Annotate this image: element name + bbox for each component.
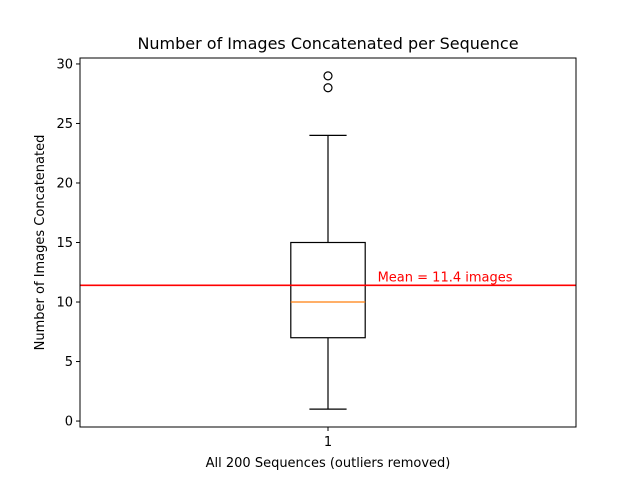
- y-tick-label: 25: [56, 117, 73, 132]
- mean-annotation: Mean = 11.4 images: [378, 270, 513, 285]
- y-tick-label: 20: [56, 176, 73, 191]
- y-tick-label: 5: [65, 355, 73, 370]
- y-tick-label: 30: [56, 57, 73, 72]
- x-tick-label: 1: [324, 435, 332, 450]
- outlier-point: [323, 71, 333, 81]
- x-axis-title: All 200 Sequences (outliers removed): [206, 456, 451, 471]
- interquartile-box: [290, 241, 366, 339]
- axis-ticks: 0 5 10 15 20 25 30 1: [56, 57, 332, 450]
- y-tick-label: 10: [56, 296, 73, 311]
- chart-title: Number of Images Concatenated per Sequen…: [137, 34, 518, 53]
- plot-area: Mean = 11.4 images: [80, 71, 576, 410]
- y-axis-title: Number of Images Concatenated: [33, 135, 48, 351]
- y-tick-label: 0: [65, 415, 73, 430]
- outlier-point: [323, 83, 333, 93]
- y-tick-label: 15: [56, 236, 73, 251]
